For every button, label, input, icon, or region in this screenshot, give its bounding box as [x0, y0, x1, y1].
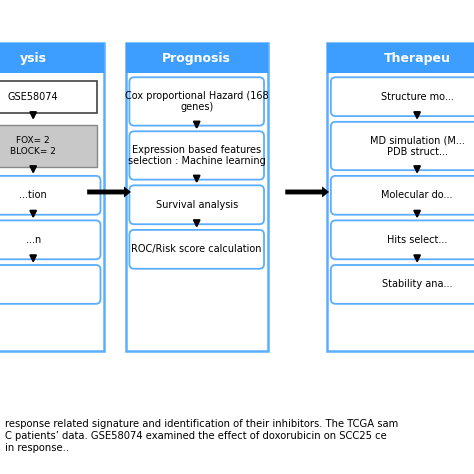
FancyBboxPatch shape — [129, 77, 264, 126]
Text: FOX= 2
BLOCK= 2: FOX= 2 BLOCK= 2 — [10, 137, 56, 155]
Text: ROC/Risk score calculation: ROC/Risk score calculation — [131, 244, 262, 255]
Text: Expression based features
selection : Machine learning: Expression based features selection : Ma… — [128, 145, 265, 166]
FancyBboxPatch shape — [331, 122, 474, 170]
Text: response related signature and identification of their inhibitors. The TCGA sam
: response related signature and identific… — [5, 419, 398, 453]
Text: Structure mo...: Structure mo... — [381, 91, 454, 102]
FancyBboxPatch shape — [126, 43, 268, 73]
FancyBboxPatch shape — [327, 43, 474, 351]
FancyBboxPatch shape — [129, 131, 264, 180]
FancyBboxPatch shape — [0, 43, 104, 351]
Text: ysis: ysis — [20, 52, 46, 64]
Text: Hits select...: Hits select... — [387, 235, 447, 245]
FancyBboxPatch shape — [0, 43, 104, 73]
FancyBboxPatch shape — [0, 176, 100, 215]
Text: ...tion: ...tion — [19, 190, 47, 201]
FancyBboxPatch shape — [0, 220, 100, 259]
FancyBboxPatch shape — [129, 185, 264, 224]
FancyBboxPatch shape — [331, 220, 474, 259]
Text: Cox proportional Hazard (168
genes): Cox proportional Hazard (168 genes) — [125, 91, 269, 112]
Text: Survival analysis: Survival analysis — [155, 200, 238, 210]
FancyBboxPatch shape — [327, 43, 474, 73]
FancyBboxPatch shape — [129, 230, 264, 269]
FancyBboxPatch shape — [331, 265, 474, 304]
Text: Molecular do...: Molecular do... — [382, 190, 453, 201]
Text: MD simulation (M...
PDB struct...: MD simulation (M... PDB struct... — [370, 135, 465, 157]
Text: GSE58074: GSE58074 — [8, 91, 58, 102]
FancyBboxPatch shape — [331, 77, 474, 116]
FancyBboxPatch shape — [331, 176, 474, 215]
FancyBboxPatch shape — [0, 265, 100, 304]
Text: Therapeu: Therapeu — [383, 52, 451, 64]
Text: Stability ana...: Stability ana... — [382, 279, 452, 290]
FancyBboxPatch shape — [0, 81, 97, 113]
FancyBboxPatch shape — [126, 43, 268, 351]
Text: ...n: ...n — [26, 235, 41, 245]
FancyBboxPatch shape — [0, 125, 97, 167]
Text: Prognosis: Prognosis — [162, 52, 231, 64]
